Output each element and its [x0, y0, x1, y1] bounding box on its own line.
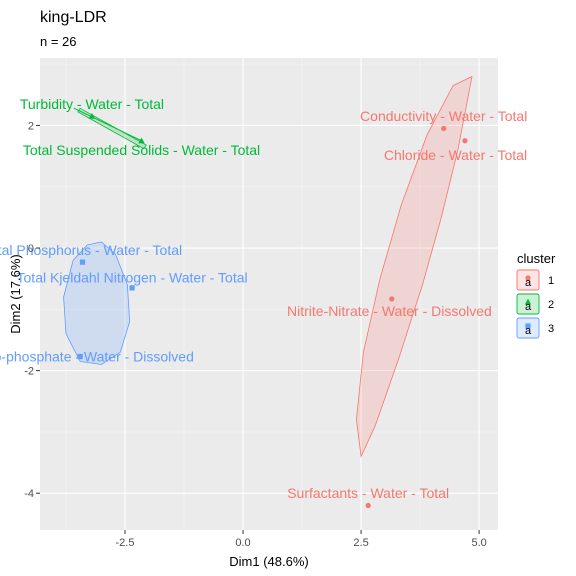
chart-subtitle: n = 26	[40, 34, 77, 49]
point-chloride-water-total	[462, 138, 468, 144]
legend-key-letter-3: a	[525, 325, 532, 337]
chart-title: king-LDR	[40, 9, 107, 26]
label-total-kjeldahl-nitrogen-water-total: Total Kjeldahl Nitrogen - Water - Total	[17, 269, 248, 285]
panel-background	[40, 58, 498, 530]
x-tick-label: 0.0	[235, 537, 250, 549]
point-surfactants-water-total	[365, 502, 371, 509]
data-points	[73, 107, 468, 509]
legend-symbol-1	[525, 275, 531, 281]
y-tick-label: 2	[28, 120, 34, 132]
legend-key-letter-1: a	[525, 277, 532, 289]
point-conductivity-water-total	[441, 125, 447, 132]
y-axis-title: Dim2 (17.6%)	[8, 254, 23, 333]
label-chloride-water-total: Chloride - Water - Total	[384, 147, 527, 163]
grid-lines	[40, 58, 498, 530]
x-tick-label: -2.5	[116, 537, 135, 549]
label-ortho-phosphate-water-dissolved: Ortho-phosphate - Water - Dissolved	[0, 349, 194, 365]
label-surfactants-water-total: Surfactants - Water - Total	[287, 485, 449, 501]
legend-key-letter-2: a	[525, 301, 532, 313]
point-ortho-phosphate-water-dissolved	[77, 353, 83, 360]
y-tick-label: -4	[24, 488, 34, 500]
legend: cluster a 1 a 2 a 3	[516, 251, 556, 339]
x-tick-label: 5.0	[471, 537, 486, 549]
legend-title: cluster	[517, 251, 556, 266]
x-tick-label: 2.5	[353, 537, 368, 549]
point-total-kjeldahl-nitrogen-water-total	[129, 285, 135, 291]
legend-symbol-2	[524, 298, 532, 305]
point-total-phosphorus-water-total	[79, 259, 86, 265]
legend-label-3: 3	[548, 323, 554, 335]
legend-label-2: 2	[548, 299, 554, 311]
cluster-1-ellipse	[355, 75, 473, 458]
cluster-2-connector	[73, 107, 142, 142]
axis-ticks: -2.5 0.0 2.5 5.0 -4 -2 0 2	[24, 120, 487, 549]
point-nitrite-nitrate-water-dissolved	[389, 296, 395, 302]
cluster-3-ellipse	[63, 241, 131, 365]
label-nitrite-nitrate-water-dissolved: Nitrite-Nitrate - Water - Dissolved	[287, 303, 492, 319]
y-tick-label: 0	[28, 243, 34, 255]
y-tick-label: -2	[24, 366, 34, 378]
x-axis-title: Dim1 (48.6%)	[229, 554, 308, 569]
label-total-suspended-solids-water-total: Total Suspended Solids - Water - Total	[23, 142, 260, 158]
label-turbidity-water-total: Turbidity - Water - Total	[20, 96, 164, 112]
legend-label-1: 1	[548, 275, 554, 287]
label-conductivity-water-total: Conductivity - Water - Total	[360, 108, 527, 124]
point-labels: Conductivity - Water - Total Chloride - W…	[0, 96, 527, 501]
label-total-phosphorus-water-total: Total Phosphorus - Water - Total	[0, 242, 182, 258]
legend-symbol-3	[525, 323, 531, 329]
